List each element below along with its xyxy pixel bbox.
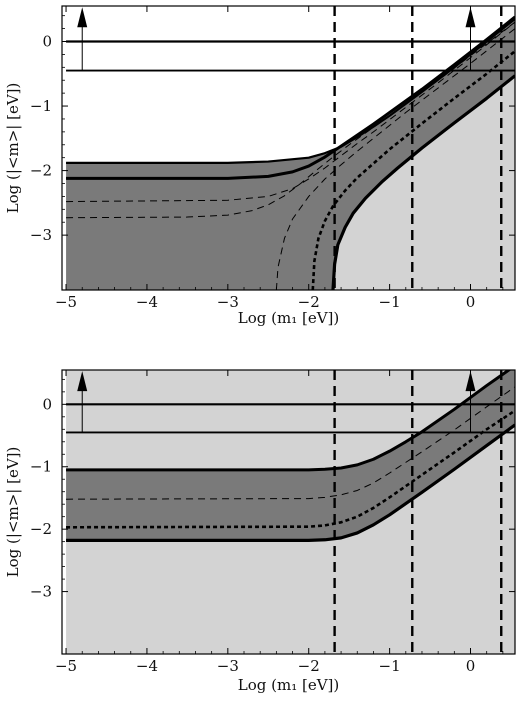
arrow-head-icon bbox=[465, 371, 476, 392]
y-axis-label: Log (|<m>| [eV]) bbox=[4, 447, 22, 578]
plot-frame bbox=[61, 369, 516, 655]
curve-dashed-thin-upper bbox=[66, 386, 515, 500]
plot-frame bbox=[61, 5, 516, 291]
curve-dashed-thin-steep bbox=[275, 28, 515, 290]
plot-area bbox=[62, 370, 515, 654]
x-tick-label: 0 bbox=[466, 293, 476, 311]
x-axis-label: Log (m₁ [eV]) bbox=[238, 676, 339, 694]
arrow-head-icon bbox=[465, 7, 476, 28]
y-tick-label: −2 bbox=[30, 520, 52, 538]
x-tick-label: −1 bbox=[379, 657, 401, 675]
arrow-head-icon bbox=[77, 7, 88, 28]
y-tick-label: −2 bbox=[30, 162, 52, 180]
blank-margin bbox=[62, 370, 67, 654]
x-tick-label: −3 bbox=[217, 293, 239, 311]
x-tick-label: −5 bbox=[55, 293, 77, 311]
x-tick-label: −5 bbox=[55, 657, 77, 675]
curve-solid-bold-upper bbox=[66, 15, 515, 180]
arrow-head-icon bbox=[77, 371, 88, 392]
y-tick-label: 0 bbox=[42, 33, 52, 51]
x-tick-label: −3 bbox=[217, 657, 239, 675]
y-tick-label: −1 bbox=[30, 97, 52, 115]
x-tick-label: −2 bbox=[298, 293, 320, 311]
y-tick-label: −1 bbox=[30, 458, 52, 476]
x-tick-label: 0 bbox=[466, 657, 476, 675]
curve-dashed-thin-upper bbox=[66, 21, 515, 203]
y-tick-label: −3 bbox=[30, 583, 52, 601]
y-tick-label: 0 bbox=[42, 395, 52, 413]
dark-band bbox=[66, 6, 515, 290]
curve-solid-bold-lower bbox=[66, 423, 515, 542]
dark-band bbox=[66, 370, 515, 541]
x-tick-label: −4 bbox=[136, 657, 158, 675]
chart-panel-2: −5 −4 −3 −2 −1 0 −3 −2 −1 0 Log (m₁ [eV]) Log (|<m>… bbox=[4, 369, 516, 694]
chart-panel-1: −5 −4 −3 −2 −1 0 −3 −2 −1 0 Log (m₁ [eV]) Log (|<m>… bbox=[4, 5, 516, 327]
x-tick-label: −4 bbox=[136, 293, 158, 311]
plot-area bbox=[62, 6, 515, 290]
x-axis-label: Log (m₁ [eV]) bbox=[238, 309, 339, 327]
curve-dashed-bold-lower bbox=[311, 50, 515, 290]
x-tick-label: −1 bbox=[379, 293, 401, 311]
x-tick-label: −2 bbox=[298, 657, 320, 675]
y-axis-label: Log (|<m>| [eV]) bbox=[4, 83, 22, 214]
curve-dashed-thin-lower bbox=[66, 21, 515, 219]
curve-solid-outer-upper bbox=[66, 18, 515, 164]
y-tick-label: −3 bbox=[30, 226, 52, 244]
curve-solid-bold-lower bbox=[331, 74, 515, 290]
blank-margin bbox=[62, 6, 67, 290]
curve-dashed-bold-lower bbox=[66, 409, 515, 529]
